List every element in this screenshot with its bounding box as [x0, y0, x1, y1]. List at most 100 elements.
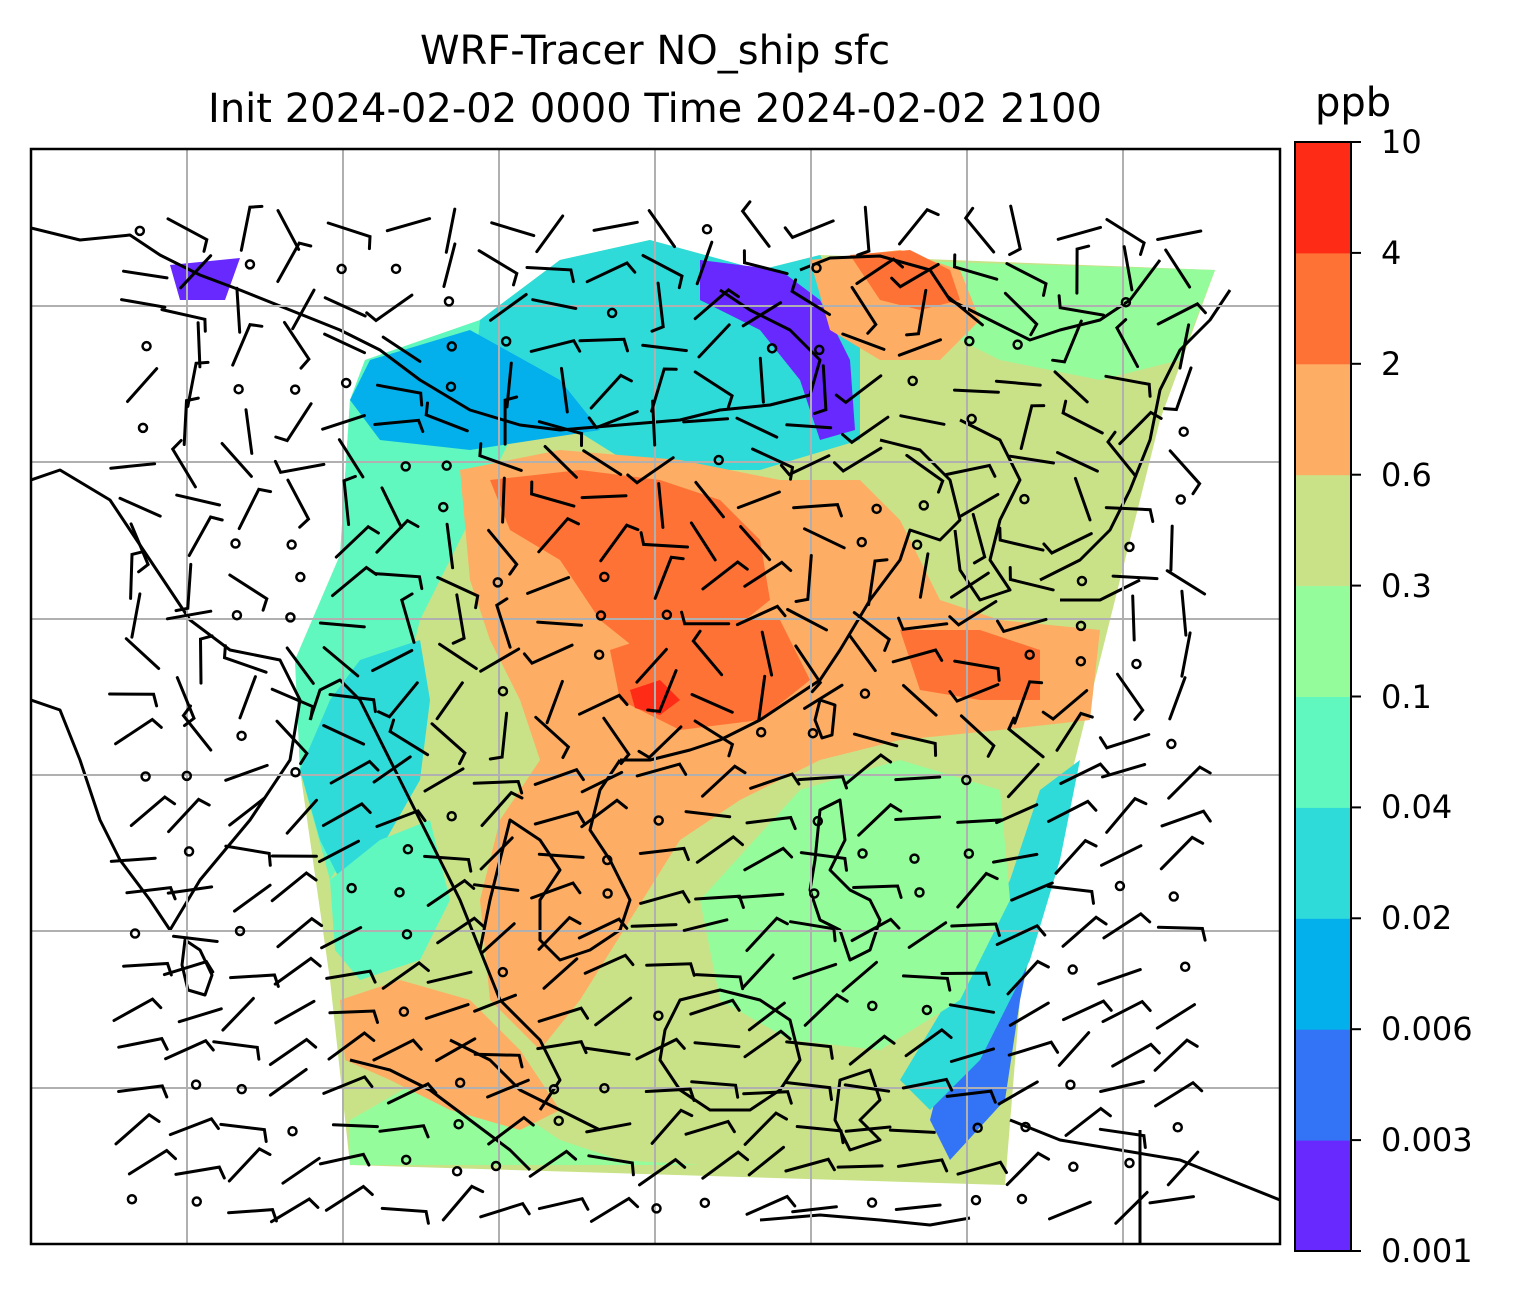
wind-barb: [1168, 676, 1187, 721]
wind-barb: [1061, 399, 1104, 435]
wind-barb: [112, 997, 163, 1022]
tracer-high-andaman: [340, 980, 560, 1130]
calm-wind-circle: [1175, 494, 1187, 505]
wind-barb: [1048, 1200, 1092, 1221]
calm-wind-circle: [497, 966, 509, 978]
calm-wind-circle: [137, 422, 149, 434]
wind-barb: [1169, 524, 1174, 572]
wind-barb: [1101, 999, 1152, 1024]
wind-barb: [599, 523, 640, 563]
wind-barb: [529, 338, 582, 353]
wind-barb: [114, 717, 163, 746]
calm-wind-circle: [446, 341, 458, 352]
wind-barb: [841, 332, 886, 351]
wind-barb: [530, 881, 582, 900]
wind-barb: [948, 600, 998, 627]
wind-barb: [646, 669, 678, 714]
wind-barb: [944, 463, 997, 478]
wind-barb: [130, 592, 142, 639]
wind-barb: [386, 1081, 438, 1105]
wind-barb: [122, 961, 173, 977]
wind-barb: [268, 1037, 318, 1066]
wind-barb: [273, 956, 322, 986]
wind-barb: [907, 921, 948, 949]
wind-barb: [129, 795, 177, 827]
wind-barb: [841, 960, 878, 993]
wind-barb: [318, 1152, 371, 1167]
calm-wind-circle: [964, 335, 975, 347]
calm-wind-circle: [1166, 738, 1177, 750]
calm-wind-circle: [602, 854, 613, 866]
wind-barb: [477, 249, 519, 287]
wind-barb: [1008, 1001, 1050, 1027]
wind-barb: [227, 1208, 278, 1223]
colorbar-tick-label: 0.6: [1381, 455, 1432, 494]
wind-barb: [321, 802, 372, 827]
wind-barb: [423, 854, 473, 873]
wind-barb: [695, 240, 714, 286]
calm-wind-circle: [285, 612, 296, 623]
calm-wind-circle: [814, 344, 825, 356]
wind-barb: [758, 356, 765, 404]
wind-barb: [852, 611, 892, 652]
wind-barb: [747, 1145, 785, 1177]
wind-barb: [948, 683, 1000, 703]
wind-barb: [283, 320, 311, 370]
wind-barb: [580, 770, 624, 794]
calm-wind-circle: [400, 1154, 412, 1166]
wind-barb: [952, 253, 999, 281]
calm-wind-circle: [390, 263, 402, 275]
wind-barb: [580, 798, 628, 829]
wind-barb: [694, 480, 725, 519]
wind-barb: [589, 1196, 640, 1223]
calm-wind-circle: [1172, 1122, 1184, 1133]
wind-barb: [1010, 881, 1054, 902]
calm-wind-circle: [126, 1193, 138, 1205]
calm-wind-circle: [808, 888, 820, 899]
colorbar-tick-label: 0.04: [1381, 788, 1453, 827]
wind-barb: [998, 526, 1045, 552]
wind-barb: [1098, 1127, 1147, 1149]
wind-barb: [233, 883, 272, 913]
calm-wind-circle: [1067, 964, 1078, 975]
calm-wind-circle: [548, 1083, 560, 1095]
wind-barb: [1013, 680, 1044, 725]
wind-barb: [1101, 763, 1147, 779]
wind-barb: [1075, 244, 1091, 295]
wind-barb: [219, 1122, 268, 1143]
wind-barb: [1105, 218, 1146, 256]
wind-barb: [172, 934, 219, 943]
wind-barb: [244, 408, 254, 455]
wind-barb: [682, 918, 729, 932]
wind-barb: [129, 550, 146, 600]
wind-barb: [741, 301, 783, 328]
wind-barb: [585, 1122, 632, 1134]
calm-wind-circle: [1120, 296, 1132, 308]
wind-barb: [785, 1040, 834, 1060]
wind-barb: [536, 620, 583, 627]
wind-barb: [894, 775, 942, 782]
wind-barb: [400, 592, 416, 644]
calm-wind-circle: [438, 501, 449, 513]
wind-barb: [1008, 454, 1055, 465]
wind-barb: [693, 719, 735, 758]
wind-barb: [1156, 229, 1203, 241]
wind-barb: [684, 810, 732, 819]
calm-wind-circle: [1024, 649, 1035, 660]
calm-wind-circle: [701, 224, 713, 235]
wind-barb: [533, 767, 585, 786]
wind-barb: [635, 1037, 686, 1061]
calm-wind-circle: [234, 925, 246, 937]
wind-barb: [945, 1089, 997, 1104]
wind-barb: [371, 649, 414, 673]
wind-barb: [946, 295, 984, 327]
wind-barb: [742, 1090, 793, 1105]
wind-barb: [1006, 762, 1040, 799]
wind-barb: [857, 802, 903, 837]
wind-barb: [472, 779, 524, 795]
wind-barb: [904, 1028, 953, 1058]
wind-barb: [834, 374, 883, 405]
wind-barb: [956, 1160, 1008, 1176]
calm-wind-circle: [909, 853, 920, 864]
calm-wind-circle: [1068, 1161, 1079, 1173]
